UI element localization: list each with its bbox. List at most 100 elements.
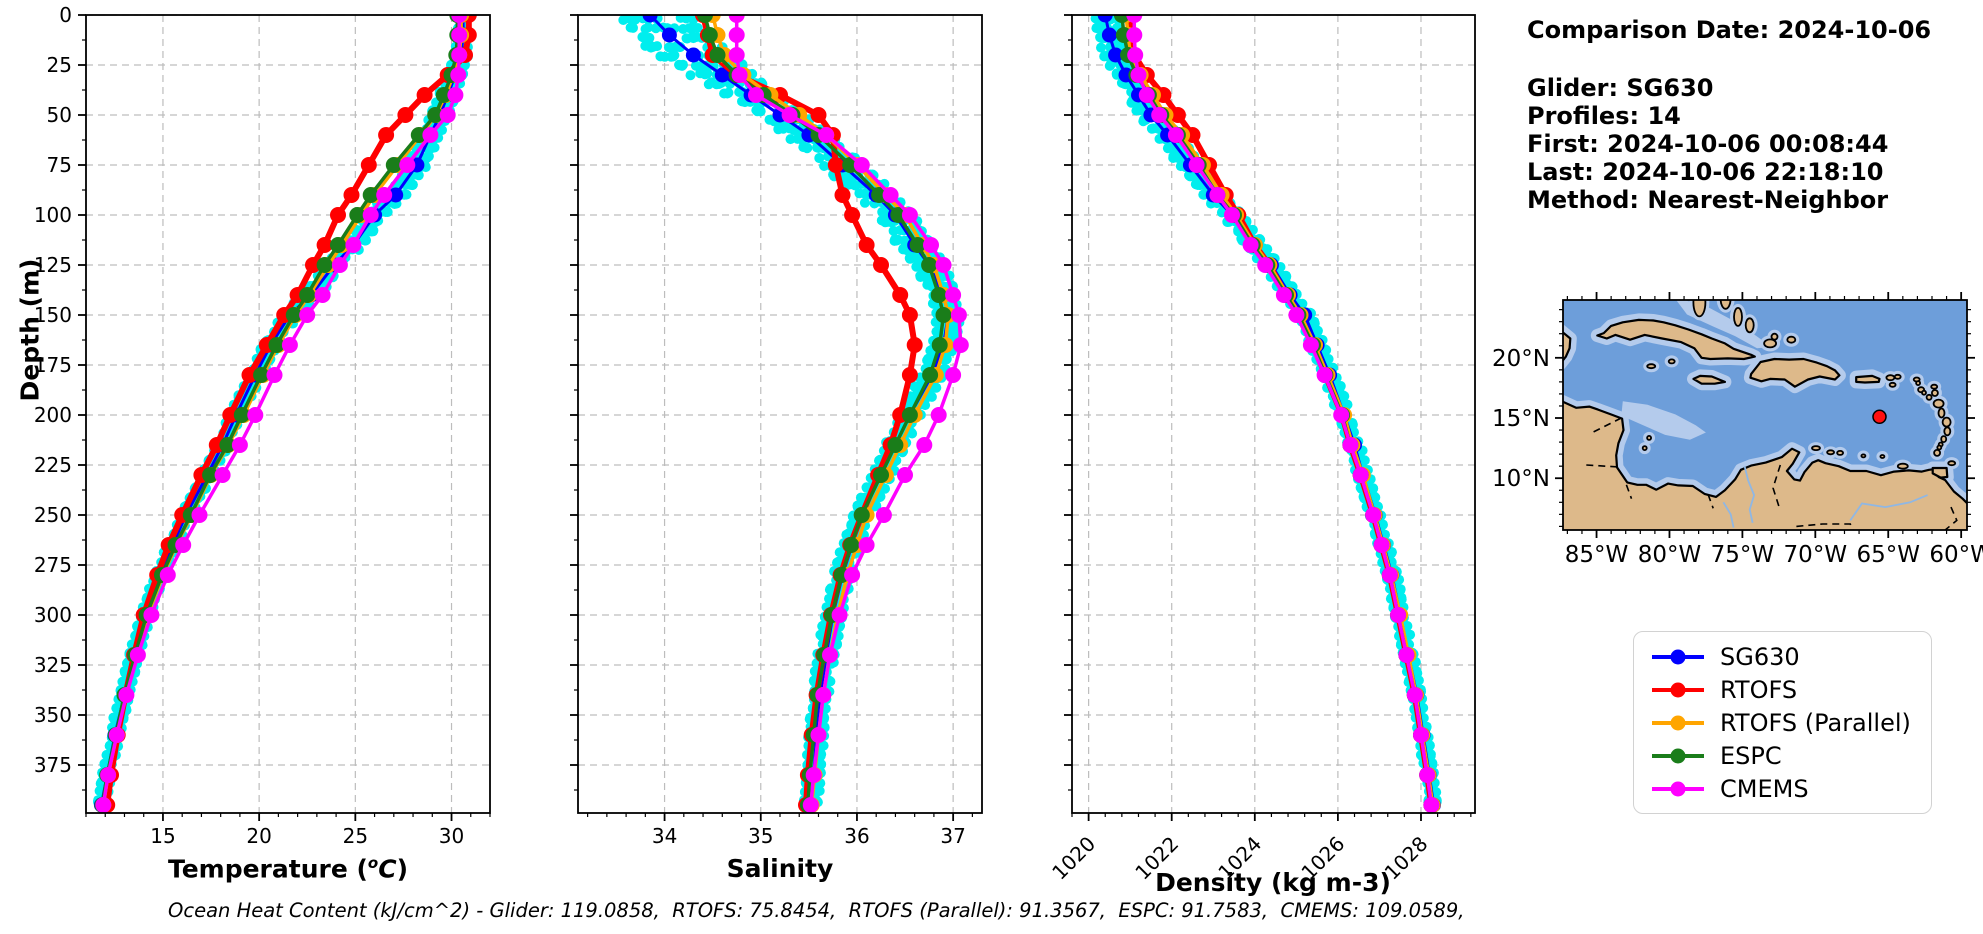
island bbox=[1940, 435, 1948, 444]
temperature-axis-title-suffix: ) bbox=[396, 854, 409, 884]
info-panel: Comparison Date: 2024-10-06 Glider: SG63… bbox=[1527, 16, 1931, 214]
x-tick-label: 15 bbox=[150, 824, 175, 848]
legend-swatch bbox=[1652, 781, 1704, 796]
series-CMEMS bbox=[95, 15, 468, 813]
legend-item-ESPC: ESPC bbox=[1650, 739, 1911, 772]
island bbox=[1646, 363, 1657, 370]
island bbox=[1947, 460, 1957, 467]
legend-label: RTOFS bbox=[1720, 675, 1798, 704]
island bbox=[1879, 454, 1886, 459]
last-profile-text: Last: 2024-10-06 22:18:10 bbox=[1527, 158, 1884, 186]
depth-tick-label: 0 bbox=[59, 3, 72, 27]
first-profile-text: First: 2024-10-06 00:08:44 bbox=[1527, 130, 1889, 158]
map-lat-label: 15°N bbox=[1492, 406, 1550, 432]
landmass bbox=[1855, 374, 1881, 384]
glider-scatter bbox=[1090, 15, 1442, 808]
legend: SG630 RTOFS RTOFS (Parallel) ESPC CMEMS bbox=[1633, 631, 1932, 814]
landmass bbox=[1749, 357, 1841, 388]
legend-item-SG630: SG630 bbox=[1650, 640, 1911, 673]
series-CMEMS bbox=[728, 15, 969, 813]
island bbox=[1667, 358, 1676, 365]
island bbox=[1931, 389, 1939, 397]
legend-label: RTOFS (Parallel) bbox=[1720, 708, 1911, 737]
series-RTOFS-Parallel- bbox=[95, 15, 470, 813]
island bbox=[1646, 434, 1652, 441]
depth-tick-label: 350 bbox=[34, 703, 72, 727]
island bbox=[1770, 332, 1779, 341]
island bbox=[1896, 462, 1909, 470]
island bbox=[1930, 383, 1939, 390]
x-tick-label: 35 bbox=[748, 824, 773, 848]
map-inset: 85°W 80°W 75°W 70°W 65°W 60°W 20°N 15°N 10°N bbox=[1492, 292, 1983, 568]
salinity-panel: 34 35 36 37 bbox=[570, 14, 983, 848]
method-text: Method: Nearest-Neighbor bbox=[1527, 186, 1889, 214]
island bbox=[1826, 449, 1835, 456]
x-tick-label: 20 bbox=[246, 824, 271, 848]
island bbox=[1719, 300, 1732, 310]
map-lon-label: 65°W bbox=[1856, 542, 1920, 568]
island bbox=[1943, 426, 1952, 437]
depth-tick-label: 200 bbox=[34, 403, 72, 427]
depth-tick-label: 225 bbox=[34, 453, 72, 477]
island bbox=[1925, 393, 1933, 401]
series-CMEMS bbox=[1126, 15, 1440, 813]
density-panel: 1020 1022 1024 1026 1028 bbox=[1047, 14, 1476, 885]
island bbox=[1888, 381, 1897, 388]
x-tick-label: 30 bbox=[439, 824, 464, 848]
depth-axis-title: Depth (m) bbox=[15, 258, 45, 402]
legend-item-RTOFS-Parallel-: RTOFS (Parallel) bbox=[1650, 706, 1911, 739]
legend-item-RTOFS: RTOFS bbox=[1650, 673, 1911, 706]
legend-label: CMEMS bbox=[1720, 774, 1809, 803]
series-layer bbox=[93, 15, 477, 813]
temperature-axis-title: Temperature (oC) bbox=[168, 854, 408, 883]
density-axis-title: Density (kg m-3) bbox=[1155, 868, 1391, 897]
temperature-axis-title-var: C bbox=[378, 854, 397, 884]
depth-tick-label: 175 bbox=[34, 353, 72, 377]
series-SG630 bbox=[93, 15, 471, 813]
temperature-axis-title-sup: o bbox=[367, 854, 379, 872]
island bbox=[1763, 338, 1777, 349]
legend-swatch bbox=[1652, 715, 1704, 730]
salinity-axis-title: Salinity bbox=[726, 854, 834, 883]
map-lon-label: 85°W bbox=[1565, 542, 1629, 568]
landmass bbox=[1596, 318, 1756, 361]
island bbox=[1893, 373, 1902, 380]
temperature-panel: 15 20 25 3002550751001251501752002252502753… bbox=[34, 3, 491, 848]
x-tick-label: 1020 bbox=[1047, 832, 1100, 885]
map-lon-label: 60°W bbox=[1929, 542, 1983, 568]
island bbox=[1933, 448, 1941, 457]
series-layer bbox=[1090, 15, 1442, 813]
depth-tick-label: 325 bbox=[34, 653, 72, 677]
map-lon-label: 80°W bbox=[1638, 542, 1702, 568]
map-lon-label: 70°W bbox=[1784, 542, 1848, 568]
map-lat-label: 10°N bbox=[1492, 466, 1550, 492]
temperature-axis-title-prefix: Temperature ( bbox=[167, 854, 368, 884]
legend-swatch bbox=[1652, 649, 1704, 664]
island bbox=[1860, 453, 1867, 459]
island bbox=[1941, 416, 1952, 428]
x-tick-label: 36 bbox=[844, 824, 869, 848]
legend-label: SG630 bbox=[1720, 642, 1800, 671]
glider-name-text: Glider: SG630 bbox=[1527, 74, 1714, 102]
depth-tick-label: 275 bbox=[34, 553, 72, 577]
depth-tick-label: 25 bbox=[47, 53, 72, 77]
glider-position-marker bbox=[1872, 409, 1887, 425]
landmass bbox=[1931, 466, 1949, 479]
island bbox=[1885, 374, 1896, 382]
legend-swatch bbox=[1652, 748, 1704, 763]
depth-tick-label: 75 bbox=[47, 153, 72, 177]
depth-tick-label: 375 bbox=[34, 753, 72, 777]
x-tick-label: 37 bbox=[940, 824, 965, 848]
series-ESPC bbox=[94, 15, 466, 813]
island bbox=[1692, 300, 1707, 318]
ocean-heat-content-footer: Ocean Heat Content (kJ/cm^2) - Glider: 1… bbox=[168, 899, 1465, 922]
island bbox=[1733, 306, 1743, 327]
depth-tick-label: 150 bbox=[34, 303, 72, 327]
island bbox=[1921, 389, 1927, 396]
island bbox=[1744, 317, 1755, 334]
series-layer bbox=[618, 15, 969, 813]
island bbox=[1836, 449, 1844, 456]
depth-tick-label: 300 bbox=[34, 603, 72, 627]
